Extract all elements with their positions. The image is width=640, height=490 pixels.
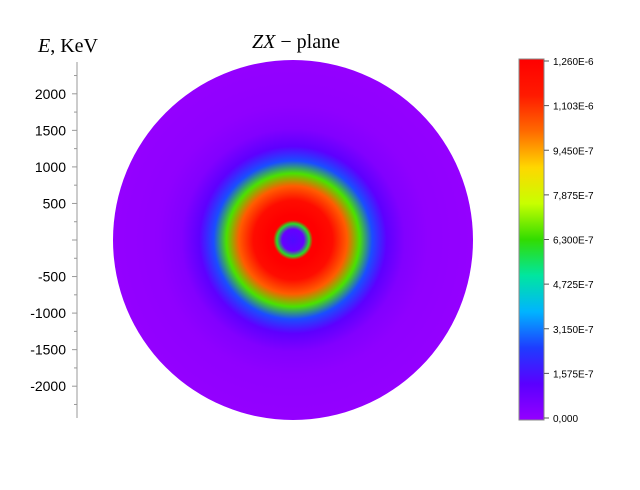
y-tick-label: -1500 xyxy=(30,342,66,358)
y-tick-label: -1000 xyxy=(30,305,66,321)
y-axis-label: E, KeV xyxy=(37,35,99,57)
y-tick-label: 1000 xyxy=(35,159,66,175)
y-axis: 2000 1500 1000 500 -500 -1000 -1500 -2000 xyxy=(30,62,78,418)
y-tick-label: -500 xyxy=(38,269,66,285)
chart-title: ZX − plane xyxy=(252,31,340,53)
colorbar-tick-label: 0,000 xyxy=(553,414,578,425)
colorbar-fill xyxy=(518,58,545,421)
chart-title-rest: − plane xyxy=(275,31,340,53)
colorbar-tick-label: 1,103E-6 xyxy=(553,102,594,113)
colorbar-tick-label: 3,150E-7 xyxy=(553,325,594,336)
colorbar-tick-label: 1,260E-6 xyxy=(553,57,594,68)
colorbar-tick-label: 4,725E-7 xyxy=(553,280,594,291)
y-axis-label-italic: E xyxy=(37,35,50,57)
y-tick-label: 500 xyxy=(43,195,67,211)
y-tick-label: 1500 xyxy=(35,122,66,138)
y-axis-label-rest: , KeV xyxy=(50,35,98,57)
y-tick-label: 2000 xyxy=(35,86,66,102)
heatmap-disc xyxy=(113,60,473,420)
colorbar: 1,260E-6 1,103E-6 9,450E-7 7,875E-7 6,300E-7… xyxy=(518,57,594,425)
y-tick-label: -2000 xyxy=(30,378,66,394)
chart-title-italic: ZX xyxy=(252,31,276,53)
colorbar-tick-label: 9,450E-7 xyxy=(553,146,594,157)
colorbar-tick-label: 6,300E-7 xyxy=(553,236,594,247)
colorbar-tick-label: 1,575E-7 xyxy=(553,369,594,380)
colorbar-tick-label: 7,875E-7 xyxy=(553,191,594,202)
